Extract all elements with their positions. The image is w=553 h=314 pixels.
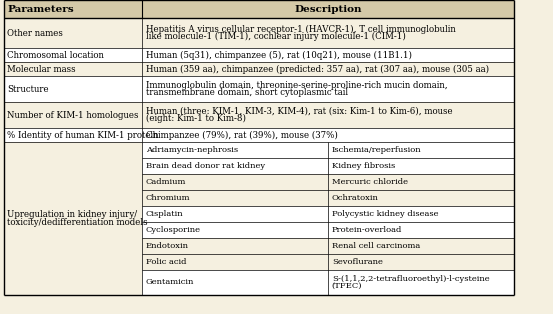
Text: Chimpanzee (79%), rat (39%), mouse (37%): Chimpanzee (79%), rat (39%), mouse (37%) [146,130,338,139]
Text: Upregulation in kidney injury/: Upregulation in kidney injury/ [8,210,138,219]
Text: Description: Description [294,4,362,14]
Bar [142,222,514,238]
Text: Parameters: Parameters [8,4,74,14]
Text: like molecule-1 (TIM-1), cochlear injury molecule-1 (CIM-1): like molecule-1 (TIM-1), cochlear injury… [146,32,406,41]
Text: Sevoflurane: Sevoflurane [332,258,383,266]
Bar [4,62,514,76]
Text: (TFEC): (TFEC) [332,282,362,290]
Bar [4,76,514,102]
Text: toxicity/dedifferentiation models: toxicity/dedifferentiation models [8,218,148,227]
Text: Adriamycin-nephrosis: Adriamycin-nephrosis [146,146,238,154]
Text: Number of KIM-1 homologues: Number of KIM-1 homologues [8,111,139,120]
Text: Ischemia/reperfusion: Ischemia/reperfusion [332,146,421,154]
Text: Ochratoxin: Ochratoxin [332,194,379,202]
Text: S-(1,1,2,2-tetrafluoroethyl)-l-cysteine: S-(1,1,2,2-tetrafluoroethyl)-l-cysteine [332,275,489,283]
Bar [4,18,514,48]
Text: Cisplatin: Cisplatin [146,210,184,218]
Bar [4,128,514,142]
Text: Renal cell carcinoma: Renal cell carcinoma [332,242,420,250]
Text: Cadmium: Cadmium [146,178,186,186]
Text: Folic acid: Folic acid [146,258,186,266]
Bar [4,0,514,18]
Bar [142,174,514,190]
Text: Hepatitis A virus cellular receptor-1 (HAVCR-1), T cell immunoglobulin: Hepatitis A virus cellular receptor-1 (H… [146,25,456,34]
Text: Chromosomal location: Chromosomal location [8,51,105,59]
Text: Chromium: Chromium [146,194,190,202]
Text: (eight: Kim-1 to Kim-8): (eight: Kim-1 to Kim-8) [146,114,246,123]
Text: Protein-overload: Protein-overload [332,226,402,234]
Text: Kidney fibrosis: Kidney fibrosis [332,162,395,170]
Text: Polycystic kidney disease: Polycystic kidney disease [332,210,439,218]
Bar [4,48,514,62]
Text: Human (5q31), chimpanzee (5), rat (10q21), mouse (11B1.1): Human (5q31), chimpanzee (5), rat (10q21… [146,51,412,60]
Text: Structure: Structure [8,84,49,94]
Bar [4,142,142,295]
Text: Cyclosporine: Cyclosporine [146,226,201,234]
Text: Molecular mass: Molecular mass [8,64,76,73]
Text: Human (359 aa), chimpanzee (predicted: 357 aa), rat (307 aa), mouse (305 aa): Human (359 aa), chimpanzee (predicted: 3… [146,64,489,73]
Bar [142,142,514,158]
Text: % Identity of human KIM-1 protein: % Identity of human KIM-1 protein [8,131,159,139]
Bar [142,206,514,222]
Bar [142,254,514,270]
Bar [142,190,514,206]
Text: Immunoglobulin domain, threonine-serine-proline-rich mucin domain,: Immunoglobulin domain, threonine-serine-… [146,81,447,90]
Text: Gentamicin: Gentamicin [146,279,194,286]
Text: Human (three: KIM-1, KIM-3, KIM-4), rat (six: Kim-1 to Kim-6), mouse: Human (three: KIM-1, KIM-3, KIM-4), rat … [146,107,452,116]
Bar [142,238,514,254]
Bar [142,270,514,295]
Text: Endotoxin: Endotoxin [146,242,189,250]
Text: Mercuric chloride: Mercuric chloride [332,178,408,186]
Text: transmembrane domain, short cytoplasmic tail: transmembrane domain, short cytoplasmic … [146,88,348,97]
Bar [4,102,514,128]
Text: Other names: Other names [8,29,64,37]
Text: Brain dead donor rat kidney: Brain dead donor rat kidney [146,162,265,170]
Bar [142,158,514,174]
